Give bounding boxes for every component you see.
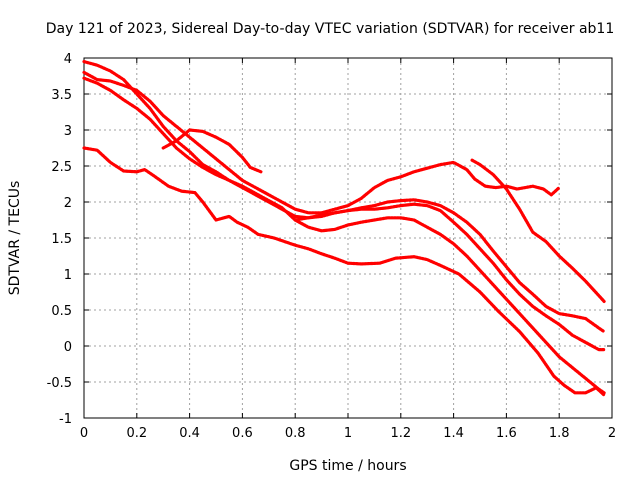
y-tick-label: 4 — [64, 52, 72, 67]
x-tick-label: 1.4 — [443, 426, 464, 441]
series-trace-1 — [82, 146, 606, 397]
data-series — [82, 60, 606, 397]
x-axis-label: GPS time / hours — [289, 458, 406, 474]
y-tick-label: 3.5 — [51, 88, 72, 103]
y-tick-label: -1 — [59, 412, 72, 427]
x-tick-label: 0 — [80, 426, 88, 441]
series-trace-7 — [470, 158, 606, 303]
series-trace-6 — [293, 198, 606, 334]
chart-title: Day 121 of 2023, Sidereal Day-to-day VTE… — [46, 21, 615, 37]
x-tick-label: 2 — [608, 426, 616, 441]
y-axis-label: SDTVAR / TECUs — [7, 181, 23, 296]
y-tick-label: 1.5 — [51, 232, 72, 247]
x-tick-label: 0.6 — [232, 426, 253, 441]
y-tick-label: 0 — [64, 340, 72, 355]
series-trace-3 — [82, 70, 561, 215]
y-tick-label: 2.5 — [51, 160, 72, 175]
x-tick-label: 1.6 — [496, 426, 517, 441]
series-trace-5 — [161, 128, 263, 174]
x-tick-label: 0.2 — [126, 426, 147, 441]
y-tick-label: 0.5 — [51, 304, 72, 319]
x-tick-label: 1.8 — [549, 426, 570, 441]
x-tick-label: 0.4 — [179, 426, 200, 441]
y-axis: -1 -0.5 0 0.5 1 1.5 2 2.5 3 3.5 4 — [47, 52, 612, 427]
x-axis: 0 0.2 0.4 0.6 0.8 1 1.2 1.4 1.6 1.8 2 — [80, 58, 616, 441]
y-tick-label: 2 — [64, 196, 72, 211]
y-tick-label: 1 — [64, 268, 72, 283]
y-tick-label: 3 — [64, 124, 72, 139]
y-tick-label: -0.5 — [47, 376, 72, 391]
grid-lines — [84, 58, 612, 418]
x-tick-label: 1 — [344, 426, 352, 441]
x-tick-label: 0.8 — [285, 426, 306, 441]
x-tick-label: 1.2 — [390, 426, 411, 441]
